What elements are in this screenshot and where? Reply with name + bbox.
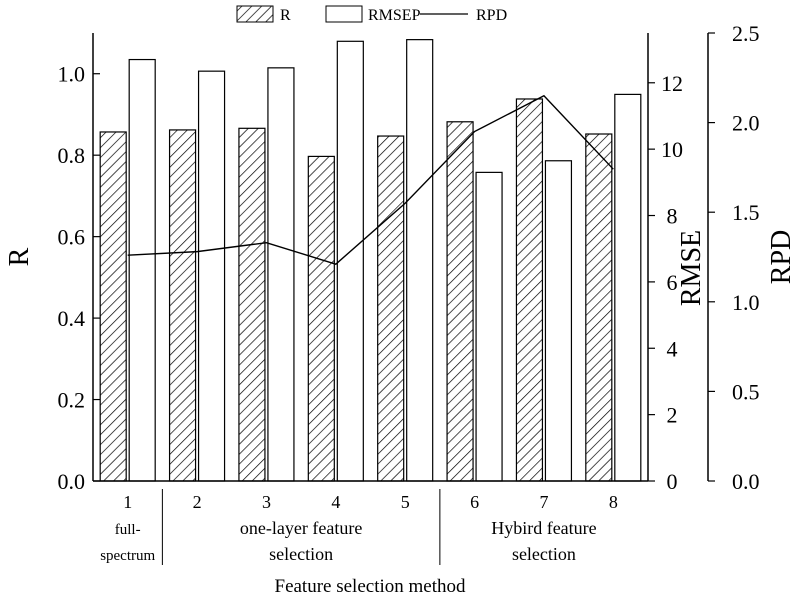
group-label-2: selection xyxy=(269,544,333,564)
bar-r-8 xyxy=(585,133,613,482)
axes: 0.0 0.2 0.4 0.6 0.8 1.0 R 0 2 4 6 8 10 12 RMSE 0.0 0.5 1.… xyxy=(4,21,797,494)
category-label-4: 4 xyxy=(331,492,340,512)
x-axis-labels: 1 2 3 4 5 6 7 8 full-spectrum one-layer feature se… xyxy=(100,489,618,597)
bar-r-6 xyxy=(446,121,474,482)
group-label-3: Hybird feature xyxy=(491,518,596,538)
category-label-8: 8 xyxy=(609,492,618,512)
rmse-tick-label: 4 xyxy=(667,336,678,361)
r-tick-label: 0.2 xyxy=(58,388,86,413)
bar-r-3 xyxy=(238,127,266,482)
category-label-5: 5 xyxy=(401,492,410,512)
rpd-tick-label: 2.5 xyxy=(732,21,760,46)
rpd-line xyxy=(127,94,614,265)
rpd-axis-title: RPD xyxy=(766,230,797,284)
r-tick-label: 0.4 xyxy=(58,306,86,331)
rpd-tick-label: 2.0 xyxy=(732,111,760,136)
legend-label-rmsep: RMSEP xyxy=(368,7,421,24)
rpd-tick-label: 0.5 xyxy=(732,379,760,404)
r-tick-label: 1.0 xyxy=(58,62,86,87)
bar-r-5 xyxy=(377,135,405,482)
x-axis-title: Feature selection method xyxy=(275,576,466,597)
r-tick-label: 0.0 xyxy=(58,469,86,494)
bar-r-2 xyxy=(168,129,197,482)
legend-swatch-rmsep xyxy=(325,5,363,23)
bar-rmsep-7 xyxy=(544,160,573,482)
r-tick-label: 0.8 xyxy=(58,143,86,168)
bar-rmsep-1 xyxy=(128,58,156,482)
rmse-tick-label: 2 xyxy=(667,403,678,428)
rpd-tick-label: 1.0 xyxy=(732,290,760,315)
category-label-3: 3 xyxy=(262,492,271,512)
bar-rmsep-4 xyxy=(336,40,364,482)
rmse-tick-label: 0 xyxy=(667,469,678,494)
category-label-6: 6 xyxy=(470,492,479,512)
group-label-1: full- xyxy=(115,522,141,538)
bars xyxy=(99,39,642,482)
rmse-axis-title: RMSE xyxy=(676,230,707,306)
group-label-2: one-layer feature xyxy=(240,518,362,538)
bar-rmsep-5 xyxy=(406,39,434,482)
legend-label-r: R xyxy=(280,7,291,24)
rmse-tick-label: 10 xyxy=(661,137,683,162)
category-label-7: 7 xyxy=(539,492,548,512)
bar-rmsep-2 xyxy=(197,70,226,482)
legend-swatch-r xyxy=(236,5,274,23)
rmse-tick-label: 8 xyxy=(667,204,678,229)
legend: R RMSEP RPD xyxy=(236,5,507,24)
legend-label-rpd: RPD xyxy=(476,7,507,24)
rpd-tick-label: 1.5 xyxy=(732,200,760,225)
group-label-3: selection xyxy=(512,544,576,564)
category-label-2: 2 xyxy=(193,492,202,512)
r-axis-title: R xyxy=(4,247,35,266)
rpd-tick-label: 0.0 xyxy=(732,469,760,494)
bar-r-1 xyxy=(99,131,127,482)
bar-r-7 xyxy=(515,98,544,482)
category-label-1: 1 xyxy=(123,492,132,512)
bar-rmsep-6 xyxy=(475,171,503,482)
bar-rmsep-8 xyxy=(614,93,642,482)
rmse-tick-label: 12 xyxy=(661,71,683,96)
r-tick-label: 0.6 xyxy=(58,225,86,250)
rpd-line-layer xyxy=(127,94,614,265)
bar-rmsep-3 xyxy=(267,67,295,482)
bar-r-4 xyxy=(307,155,335,482)
group-label-1: spectrum xyxy=(100,548,155,564)
rmse-tick-label: 6 xyxy=(667,270,678,295)
